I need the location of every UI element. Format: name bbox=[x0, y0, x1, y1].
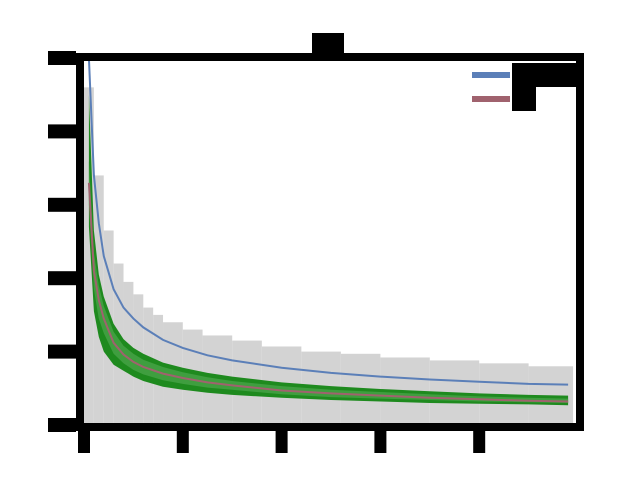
y-tick-label-block bbox=[48, 418, 76, 432]
legend-label-block-2 bbox=[512, 87, 536, 111]
axis-ticks bbox=[48, 51, 486, 453]
confidence-band-1 bbox=[88, 94, 569, 406]
x-tick-label-block bbox=[78, 429, 90, 453]
x-tick-label-block bbox=[473, 429, 486, 453]
y-tick-label-block bbox=[48, 344, 76, 359]
axes-spines bbox=[76, 53, 584, 431]
x-tick-label-block bbox=[275, 429, 288, 453]
x-tick-label-block bbox=[176, 429, 189, 453]
y-tick-label-block bbox=[48, 124, 76, 139]
legend bbox=[472, 63, 578, 111]
histogram-bar bbox=[84, 87, 94, 426]
axes-frame bbox=[76, 53, 584, 431]
y-tick-label-block bbox=[48, 271, 76, 286]
y-tick-label-block bbox=[48, 197, 76, 212]
plot-area bbox=[84, 57, 574, 426]
series-line-1 bbox=[87, 57, 569, 386]
series-line-2 bbox=[87, 182, 569, 403]
y-tick-label-block bbox=[48, 51, 76, 65]
legend-label-block-1 bbox=[512, 63, 578, 87]
x-tick-label-block bbox=[374, 429, 387, 453]
